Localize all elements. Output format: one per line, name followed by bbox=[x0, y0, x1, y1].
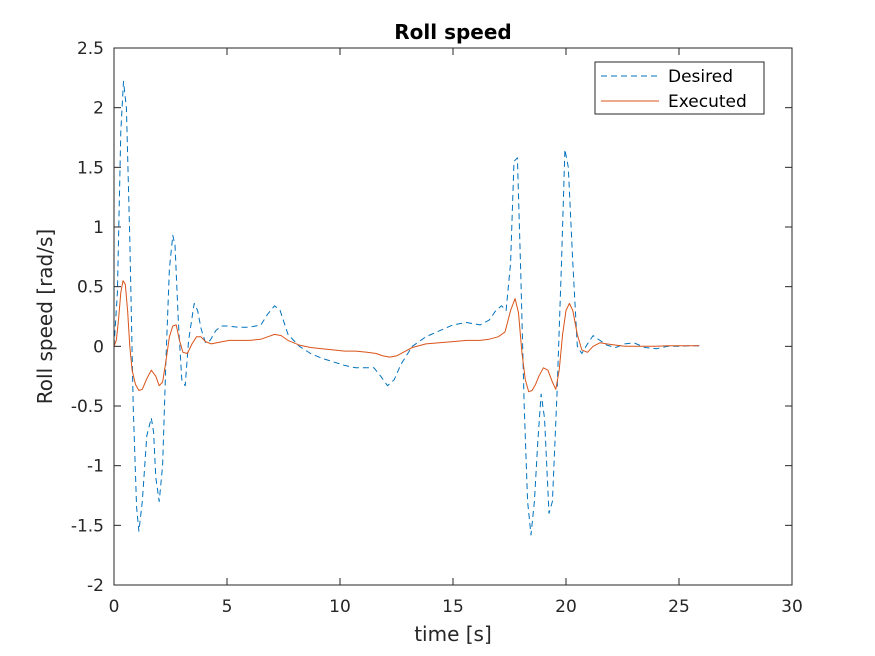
ticks-layer: 0 5 10 15 20 25 30 -2 -1.5 -1 -0.5 0 0.5 1 1.5 2 2.5 bbox=[71, 39, 803, 617]
y-tick-label: 0 bbox=[93, 337, 104, 357]
x-axis-label: time [s] bbox=[414, 622, 492, 646]
y-tick-label: 2 bbox=[93, 99, 104, 119]
x-tick-label: 25 bbox=[668, 597, 690, 617]
x-tick-label: 15 bbox=[442, 597, 464, 617]
y-tick-label: 1.5 bbox=[77, 158, 104, 178]
legend: Desired Executed bbox=[594, 61, 765, 115]
legend-box bbox=[594, 61, 765, 115]
x-tick-label: 5 bbox=[222, 597, 233, 617]
series-line-executed bbox=[113, 280, 700, 393]
y-tick-label: 2.5 bbox=[77, 39, 104, 59]
series-layer bbox=[113, 80, 700, 536]
x-tick-label: 20 bbox=[555, 597, 577, 617]
y-tick-label: 0.5 bbox=[77, 278, 104, 298]
x-tick-label: 30 bbox=[781, 597, 803, 617]
x-tick-label: 10 bbox=[329, 597, 351, 617]
series-line-desired bbox=[113, 80, 700, 536]
legend-label-executed: Executed bbox=[668, 92, 747, 112]
chart-title: Roll speed bbox=[394, 20, 511, 44]
y-tick-label: 1 bbox=[93, 218, 104, 238]
y-axis-label: Roll speed [rad/s] bbox=[33, 229, 57, 404]
x-tick-label: 0 bbox=[109, 597, 120, 617]
y-tick-label: -2 bbox=[87, 576, 104, 596]
y-tick-label: -1.5 bbox=[71, 516, 104, 536]
legend-label-desired: Desired bbox=[668, 67, 733, 87]
plot-area bbox=[114, 48, 792, 585]
y-tick-label: -0.5 bbox=[71, 397, 104, 417]
y-tick-label: -1 bbox=[87, 457, 104, 477]
